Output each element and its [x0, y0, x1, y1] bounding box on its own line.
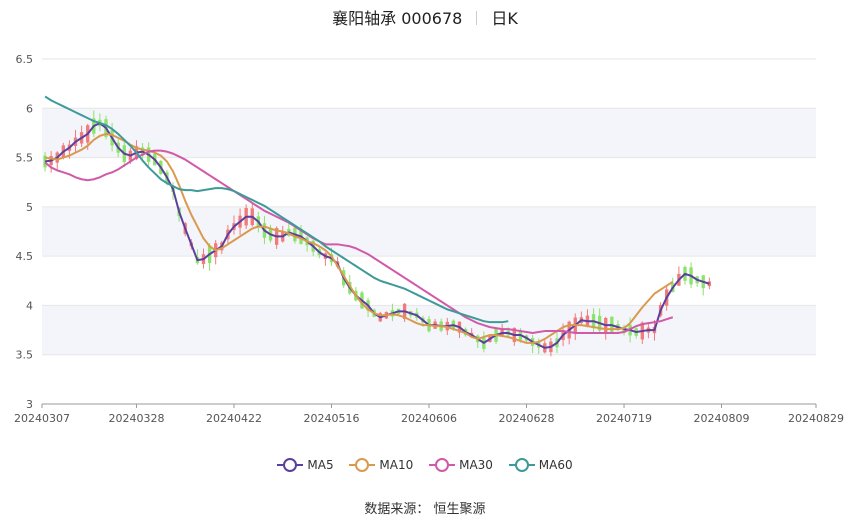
chart-title: 襄阳轴承 000678 日K	[0, 5, 850, 29]
title-separator	[476, 11, 478, 25]
legend-label-ma30: MA30	[459, 458, 493, 472]
legend-swatch-ma10	[349, 458, 376, 472]
legend-item-ma10[interactable]: MA10	[349, 458, 413, 472]
legend-item-ma60[interactable]: MA60	[508, 458, 573, 472]
legend: MA5 MA10 MA30 MA60	[0, 458, 850, 472]
y-tick-label: 5	[26, 201, 33, 214]
y-tick-label: 3.5	[16, 349, 34, 362]
y-tick-label: 4.5	[16, 250, 34, 263]
ma-line-ma60	[44, 95, 509, 324]
y-tick-label: 5.5	[16, 152, 34, 165]
legend-swatch-ma5	[277, 458, 304, 472]
x-tick-label: 20240422	[206, 412, 262, 425]
legend-dot-ma30	[435, 458, 450, 472]
x-tick-label: 20240328	[108, 412, 164, 425]
legend-dot-ma60	[514, 458, 529, 472]
y-tick-label: 6.5	[16, 53, 34, 66]
legend-label-ma60: MA60	[538, 458, 573, 472]
legend-dot-ma5	[283, 458, 298, 472]
x-tick-label: 20240606	[401, 412, 457, 425]
grid-band	[42, 206, 816, 257]
stock-title: 襄阳轴承 000678	[332, 9, 463, 28]
x-tick-label: 20240628	[499, 412, 555, 425]
x-tick-label: 20240719	[596, 412, 652, 425]
legend-item-ma30[interactable]: MA30	[429, 458, 493, 472]
x-tick-label: 20240516	[303, 412, 359, 425]
data-source: 数据来源： 恒生聚源	[364, 502, 486, 517]
legend-swatch-ma60	[508, 458, 535, 472]
ma-line-ma30	[44, 149, 674, 335]
x-tick-label: 20240307	[14, 412, 70, 425]
x-tick-label: 20240809	[694, 412, 750, 425]
legend-swatch-ma30	[429, 458, 456, 472]
y-tick-label: 6	[26, 102, 33, 115]
legend-item-ma5[interactable]: MA5	[277, 458, 334, 472]
y-tick-label: 4	[26, 299, 33, 312]
legend-label-ma5: MA5	[307, 458, 334, 472]
x-tick-label: 20240829	[788, 412, 844, 425]
grid-band	[42, 108, 816, 158]
y-tick-label: 3	[26, 398, 33, 411]
legend-dot-ma10	[355, 458, 370, 472]
legend-label-ma10: MA10	[379, 458, 414, 472]
period-label: 日K	[491, 9, 518, 28]
